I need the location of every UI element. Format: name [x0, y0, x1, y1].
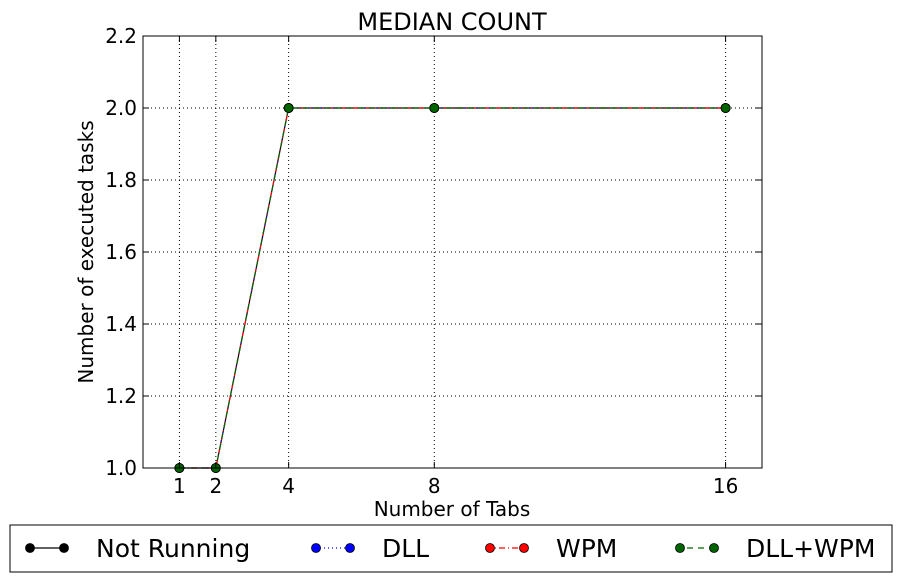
legend-label: Not Running [96, 534, 250, 563]
y-tick-label: 1.4 [105, 312, 137, 336]
axis-ticks: 1 2 4 8 16 1.0 1.2 1.4 1.6 1.8 2.0 2.2 [105, 24, 762, 498]
legend-marker [485, 543, 495, 553]
legend-label: WPM [556, 534, 617, 563]
y-tick-label: 1.6 [105, 240, 137, 264]
legend-label: DLL+WPM [746, 534, 875, 563]
legend-marker [25, 543, 35, 553]
legend-marker [675, 543, 685, 553]
legend-marker [519, 543, 529, 553]
legend-marker [345, 543, 355, 553]
y-tick-label: 1.8 [105, 168, 137, 192]
chart-title: MEDIAN COUNT [357, 8, 547, 36]
x-tick-label: 16 [713, 474, 738, 498]
x-tick-label: 4 [282, 474, 295, 498]
x-tick-label: 2 [209, 474, 222, 498]
x-tick-label: 1 [173, 474, 186, 498]
legend-marker [709, 543, 719, 553]
y-tick-label: 1.2 [105, 384, 137, 408]
legend-marker [311, 543, 321, 553]
y-tick-label: 1.0 [105, 456, 137, 480]
y-axis-label: Number of executed tasks [74, 120, 98, 383]
data-point [720, 103, 731, 113]
x-tick-label: 8 [428, 474, 441, 498]
legend-frame [9, 524, 893, 573]
legend: Not Running DLL WPM DLL+WPM [9, 524, 893, 573]
y-tick-label: 2.0 [105, 96, 137, 120]
data-point [283, 103, 294, 113]
legend-marker [59, 543, 69, 553]
data-point [429, 103, 440, 113]
y-tick-label: 2.2 [105, 24, 137, 48]
legend-label: DLL [382, 534, 429, 563]
x-axis-label: Number of Tabs [374, 497, 531, 521]
